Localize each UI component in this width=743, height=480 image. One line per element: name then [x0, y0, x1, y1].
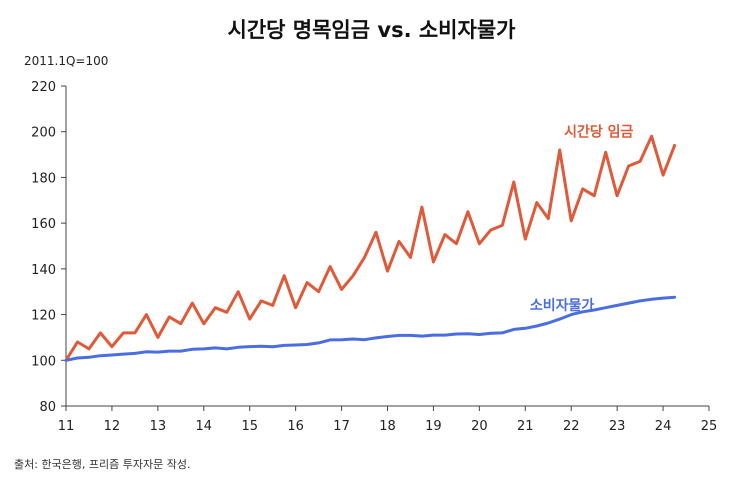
tick-labels: 80 100 120 140 160 180 200 220 11 12 13 14 15 16 17 18 1… [31, 80, 717, 434]
x-tick-label: 23 [609, 419, 626, 434]
y-axis-unit-label: 2011.1Q=100 [24, 54, 109, 68]
x-tick-label: 14 [196, 419, 213, 434]
y-tick-label: 80 [39, 400, 56, 415]
wage-series-line [64, 134, 677, 362]
y-tick-label: 120 [31, 309, 56, 324]
x-tick-label: 20 [471, 419, 488, 434]
y-tick-label: 100 [31, 354, 56, 369]
cpi-series-label: 소비자물가 [530, 298, 595, 314]
y-tick-label: 180 [31, 171, 56, 186]
series-lines [64, 134, 677, 362]
x-tick-label: 13 [150, 419, 167, 434]
source-note: 출처: 한국은행, 프리즘 투자자문 작성. [14, 458, 191, 471]
x-tick-label: 19 [425, 419, 442, 434]
x-tick-label: 12 [104, 419, 121, 434]
x-tick-label: 24 [655, 419, 672, 434]
x-tick-label: 18 [379, 419, 396, 434]
y-tick-label: 200 [31, 126, 56, 141]
wage-series-label: 시간당 임금 [564, 123, 633, 140]
axes [61, 85, 710, 411]
x-tick-label: 25 [701, 419, 718, 434]
x-tick-label: 11 [58, 419, 75, 434]
y-tick-label: 140 [31, 263, 56, 278]
x-tick-label: 22 [563, 419, 580, 434]
x-tick-label: 16 [287, 419, 304, 434]
x-tick-label: 17 [333, 419, 350, 434]
y-tick-label: 160 [31, 217, 56, 232]
x-tick-label: 21 [517, 419, 534, 434]
chart-title: 시간당 명목임금 vs. 소비자물가 [227, 18, 516, 42]
cpi-series-line [64, 295, 677, 362]
x-tick-label: 15 [241, 419, 258, 434]
y-tick-label: 220 [31, 80, 56, 95]
